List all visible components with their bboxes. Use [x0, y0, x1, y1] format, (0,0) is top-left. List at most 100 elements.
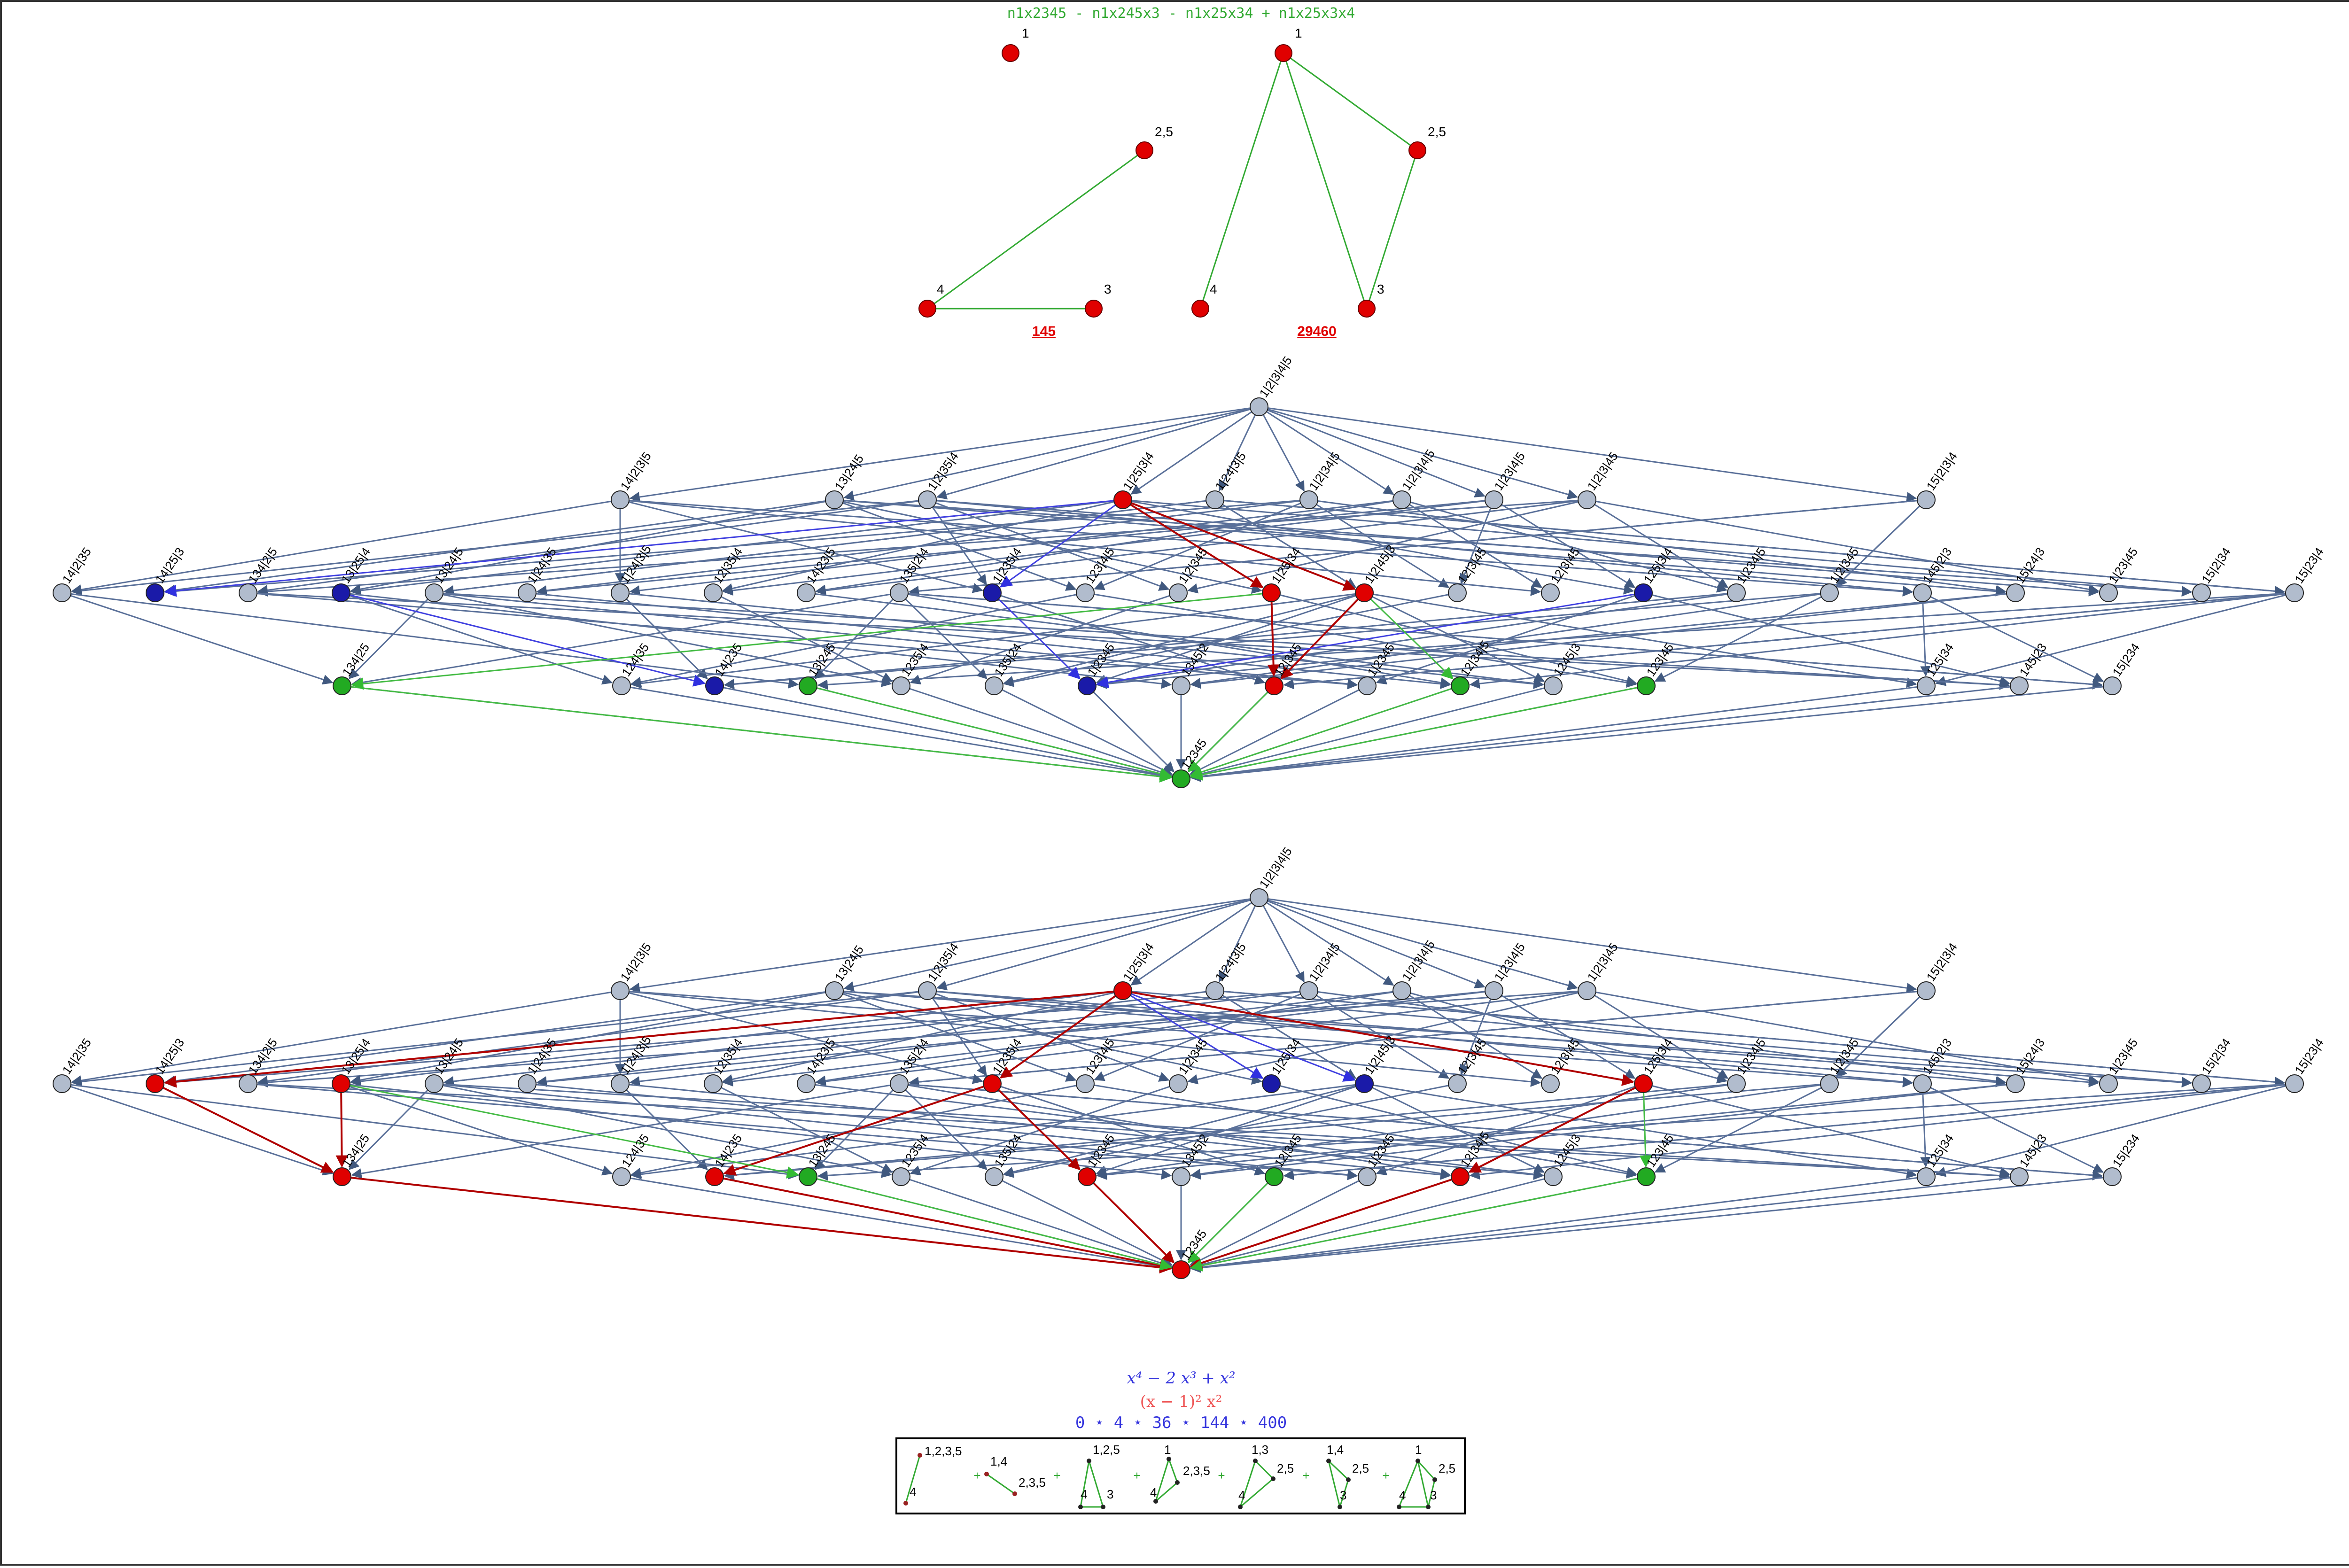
lattice-edge [1190, 685, 2113, 782]
lattice-node [518, 1074, 537, 1093]
lattice-edge [901, 1176, 1173, 1269]
lattice-node-label: 14|235 [712, 1131, 745, 1170]
lattice-edge [1259, 406, 1486, 497]
lattice-edge [1259, 897, 1486, 988]
lattice-edge [1214, 499, 2286, 597]
lattice-edge [1364, 1083, 1545, 1173]
lattice-node [1169, 583, 1188, 602]
lattice-edge [248, 592, 1358, 690]
lattice-edge [1189, 1176, 1368, 1266]
lattice-edge [898, 592, 988, 680]
lattice-edge [350, 499, 835, 595]
lattice-edge [1308, 499, 1450, 588]
lattice-edge [1258, 406, 1305, 492]
legend-graph-edge [1168, 1459, 1178, 1483]
lattice-node [1172, 676, 1190, 695]
lattice-edge [164, 499, 1123, 597]
lattice-node-label: 15|2|34 [2199, 545, 2233, 586]
legend-graph-label: 1,4 [990, 1454, 1007, 1468]
lattice-edge [1190, 1083, 2016, 1180]
lattice-bottom: 1|2|3|4|5 14|2|3|5 13|24|5 1|2|35|4 1|25|3|4… [53, 845, 2326, 1279]
legend-graph-edge [1427, 1479, 1436, 1507]
lattice-edge [434, 592, 892, 687]
lattice-node-label: 1|2|3|45 [1584, 940, 1621, 984]
lattice-edge [620, 990, 983, 1084]
lattice-node-label: 1235|4 [898, 1131, 931, 1170]
lattice-edge [999, 990, 1124, 1079]
lattice-node [1172, 769, 1190, 788]
lattice-node [1299, 981, 1318, 1000]
lattice-edge [808, 1176, 1173, 1271]
lattice-edge [1122, 990, 2193, 1087]
lattice-edge [620, 499, 1913, 597]
lattice-node-label: 1|2|3|4|5 [1399, 447, 1438, 493]
lattice-edge [1096, 1083, 2016, 1180]
legend-graph-label: 1,3 [1252, 1443, 1268, 1457]
lattice-edge [1189, 685, 1368, 775]
lattice-node [1544, 676, 1563, 695]
lattice-edge [351, 592, 900, 688]
lattice-edge [1190, 1176, 2020, 1273]
lattice-node-label: 1|235|4 [989, 545, 1024, 586]
lattice-edge [992, 592, 1266, 685]
header-polynomial: n1x2345 - n1x245x3 - n1x25x34 + n1x25x3x… [1007, 5, 1355, 22]
lattice-edge [341, 1083, 1172, 1180]
lattice-edge [248, 1083, 2010, 1181]
lattice-edge [1122, 499, 1634, 595]
lattice-node-label: 15|2|3|4 [1923, 449, 1960, 493]
lattice-edge [1130, 406, 1260, 495]
lattice-edge [434, 1083, 1358, 1180]
lattice-node [825, 981, 844, 1000]
lattice-node-label: 15|234 [2109, 1131, 2142, 1170]
lattice-node [1917, 981, 1936, 1000]
lattice-node-label: 1|235|4 [989, 1036, 1024, 1077]
lattice-edge [1364, 1083, 1917, 1179]
lattice-node [1250, 888, 1268, 907]
lattice-node [705, 676, 724, 695]
lattice-edge [898, 1083, 988, 1171]
lattice-edge [927, 990, 1170, 1082]
graph-right-node-label: 1 [1295, 26, 1302, 40]
graph-right-count: 29460 [1297, 324, 1336, 339]
lattice-edge [910, 592, 1179, 685]
lattice-node [1727, 1074, 1746, 1093]
lattice-node [1485, 981, 1503, 1000]
lattice-edge [1922, 1083, 2104, 1173]
lattice-node [1451, 1167, 1470, 1186]
lattice-edge [714, 685, 1172, 780]
lattice-node [1913, 583, 1932, 602]
lattice-node [611, 981, 630, 1000]
lattice-node [705, 1167, 724, 1186]
lattice-edge [1271, 1083, 1637, 1177]
lattice-node-label: 1|2|34|5 [1306, 940, 1343, 984]
lattice-node [2192, 1074, 2211, 1093]
lattice-node [2285, 583, 2304, 602]
lattice-edge [999, 499, 1123, 588]
lattice-node [1917, 676, 1936, 695]
legend-graph-edge [1417, 1460, 1436, 1481]
lattice-node [2192, 583, 2211, 602]
lattice-edge [527, 592, 1451, 689]
lattice-edge [1190, 685, 2020, 782]
lattice-edge [1085, 592, 1637, 688]
graph-left-node [1085, 300, 1103, 318]
legend-graph-edge [1080, 1460, 1090, 1507]
legend-graph-node [1338, 1505, 1342, 1509]
graph-right-edge [1283, 52, 1418, 151]
lattice-edge [620, 1083, 1544, 1180]
legend-graph-edge [1417, 1460, 1429, 1507]
lattice-edge [1469, 592, 2295, 689]
legend-graph-node [1238, 1505, 1243, 1509]
legend-graph-node [1012, 1491, 1017, 1496]
lattice-node-label: 1|23|45 [2106, 545, 2140, 586]
legend-graph-label: 1,4 [1327, 1443, 1344, 1457]
lattice-edge [164, 499, 835, 596]
graph-right-edge [1283, 53, 1368, 309]
lattice-edge [1214, 499, 1357, 588]
lattice-edge [1643, 1083, 2010, 1177]
lattice-edge [527, 1083, 1451, 1180]
legend-graph-node [1346, 1477, 1351, 1482]
lattice-edge [1187, 990, 1587, 1085]
